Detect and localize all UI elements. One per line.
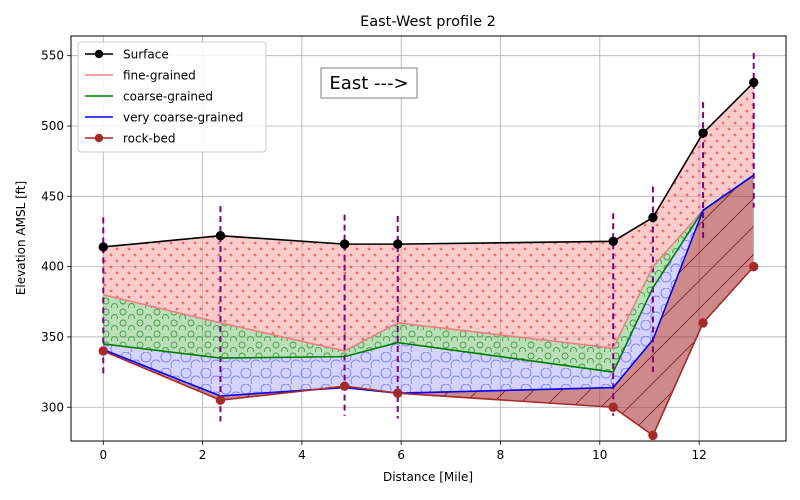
legend-label-coarse-grained: coarse-grained [123,90,213,104]
rock-bed-point [608,402,618,412]
surface-point [98,242,108,252]
surface-point [215,230,226,241]
x-tick-label: 8 [497,448,505,462]
x-axis-ticks: 0 2 4 6 8 10 12 [99,441,707,462]
y-tick-label: 300 [41,400,64,414]
annotation-box: East ---> [320,67,418,99]
annotation-text: East ---> [329,73,408,94]
x-tick-label: 4 [298,448,306,462]
fine-grained-line [103,174,755,352]
y-axis-label: Elevation AMSL [ft] [14,181,28,295]
series-lines [102,81,755,437]
y-tick-label: 450 [41,189,64,203]
rock-bed-point [215,395,226,405]
surface-point [393,239,403,249]
x-tick-label: 0 [99,448,107,462]
rock-bed-point [339,381,350,391]
surface-point [698,128,708,138]
coarse-grained-line [103,174,755,373]
y-tick-label: 400 [41,260,64,274]
surface-point [608,236,618,247]
y-tick-label: 350 [41,330,64,344]
legend: Surface fine-grained coarse-grained very co… [77,41,267,153]
coarse-grained-to-very-coarse-grained-fill-pattern [103,175,754,396]
x-tick-label: 6 [397,448,405,462]
x-tick-label: 2 [199,448,207,462]
y-tick-label: 500 [41,119,64,133]
surface-point [749,77,759,88]
formation-fills [103,82,754,436]
legend-label-very-coarse-grained: very coarse-grained [123,111,243,125]
very-coarse-grained-line [102,174,755,397]
legend-label-surface: Surface [123,48,169,62]
rock-bed-point [698,318,708,328]
rock-bed-point [749,261,759,272]
surface-to-fine-grained-fill-pattern [103,82,754,351]
y-tick-label: 550 [41,49,64,63]
series-markers [98,77,759,441]
rock-bed-point [98,346,108,356]
legend-label-rock-bed: rock-bed [123,132,176,146]
surface-point [648,212,658,223]
x-axis-label: Distance [Mile] [383,470,473,484]
rock-bed-line [102,266,755,437]
y-axis-ticks: 300 350 400 450 500 550 [41,49,71,414]
surface-line [103,81,755,248]
legend-marker-rock-bed [94,133,104,143]
x-tick-label: 12 [691,448,706,462]
fine-grained-to-coarse-grained-fill-pattern [103,175,754,373]
rock-bed-point [393,388,403,398]
rock-bed-point [648,430,658,441]
x-tick-label: 10 [592,448,607,462]
chart-title: East-West profile 2 [360,14,496,30]
legend-label-fine-grained: fine-grained [123,69,196,83]
legend-marker-surface [94,49,104,59]
surface-point [339,239,350,249]
plot-frame [70,35,787,442]
